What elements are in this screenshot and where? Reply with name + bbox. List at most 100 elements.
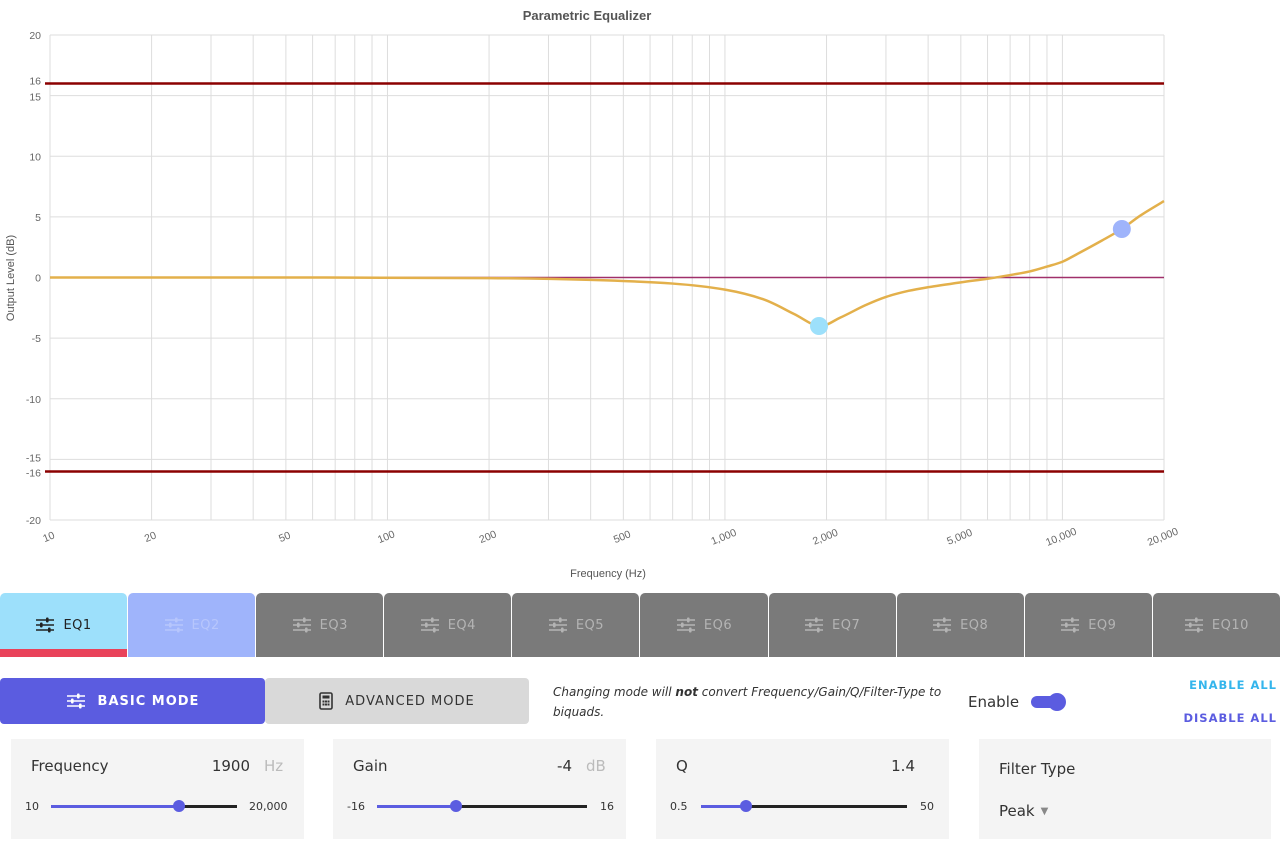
filter-type-value: Peak <box>999 802 1035 820</box>
x-tick-label: 10,000 <box>1044 526 1078 549</box>
tab-label: EQ4 <box>447 617 476 633</box>
y-tick-label: -20 <box>26 515 41 527</box>
basic-mode-button[interactable]: BASIC MODE <box>0 678 265 724</box>
x-axis-label: Frequency (Hz) <box>570 568 646 580</box>
y-tick-label: 5 <box>35 212 41 224</box>
frequency-unit: Hz <box>264 757 284 775</box>
y-tick-label: -16 <box>26 468 41 480</box>
y-tick-label: 0 <box>35 273 41 285</box>
y-axis-ticks: 20 16 15 10 5 0 -5 -10 -15 -16 -20 <box>26 30 41 527</box>
gain-value: -4 <box>557 757 572 775</box>
frequency-slider[interactable] <box>51 800 237 812</box>
x-tick-label: 20 <box>143 529 158 545</box>
sliders-icon <box>292 617 312 633</box>
y-tick-label: 10 <box>29 151 41 163</box>
tab-eq1[interactable]: EQ1 <box>0 593 128 657</box>
q-card: Q 1.4 0.5 50 <box>656 739 949 839</box>
gain-label: Gain <box>353 757 388 775</box>
sliders-icon <box>164 617 184 633</box>
x-tick-label: 5,000 <box>945 527 974 548</box>
x-axis-ticks: 10 20 50 100 200 500 1,000 2,000 5,000 10,000 20,0… <box>41 526 1180 549</box>
tab-label: EQ3 <box>319 617 348 633</box>
sliders-icon <box>1184 617 1204 633</box>
x-tick-label: 2,000 <box>811 527 840 548</box>
tab-eq7[interactable]: EQ7 <box>768 593 896 657</box>
gain-min: -16 <box>347 800 365 813</box>
tab-eq10[interactable]: EQ10 <box>1152 593 1280 657</box>
y-axis-label: Output Level (dB) <box>5 235 17 321</box>
x-tick-label: 100 <box>376 528 397 546</box>
frequency-max: 20,000 <box>249 800 288 813</box>
sliders-icon <box>35 617 55 633</box>
eq-handle-eq1[interactable] <box>810 317 829 335</box>
tab-eq2[interactable]: EQ2 <box>128 593 256 657</box>
active-tab-indicator <box>0 649 128 657</box>
x-tick-label: 50 <box>277 529 292 545</box>
sliders-icon <box>66 693 86 709</box>
frequency-value: 1900 <box>211 757 250 775</box>
mode-note: Changing mode will not convert Frequency… <box>553 685 942 719</box>
tab-label: EQ1 <box>63 617 92 633</box>
tab-label: EQ7 <box>832 617 861 633</box>
calculator-icon <box>319 692 334 710</box>
disable-all-link[interactable]: DISABLE ALL <box>1183 711 1277 725</box>
filter-type-label: Filter Type <box>999 760 1076 778</box>
response-curve <box>49 200 1165 328</box>
gain-slider[interactable] <box>377 800 587 812</box>
tab-eq5[interactable]: EQ5 <box>512 593 640 657</box>
x-tick-label: 1,000 <box>709 527 738 548</box>
gain-max: 16 <box>600 800 614 813</box>
tab-label: EQ2 <box>191 617 220 633</box>
eq-handle-eq2[interactable] <box>1112 220 1131 238</box>
response-curves <box>49 200 1165 328</box>
gain-slider-thumb[interactable] <box>449 800 462 812</box>
tab-eq9[interactable]: EQ9 <box>1024 593 1152 657</box>
x-tick-label: 10 <box>41 529 56 545</box>
x-tick-label: 200 <box>478 528 499 546</box>
sliders-icon <box>1060 617 1080 633</box>
sliders-icon <box>804 617 824 633</box>
tab-label: EQ6 <box>703 617 733 633</box>
y-tick-label: -10 <box>26 394 41 406</box>
frequency-card: Frequency 1900 Hz 10 20,000 <box>11 739 304 839</box>
y-tick-label: 16 <box>29 76 41 88</box>
sliders-icon <box>420 617 440 633</box>
y-tick-label: -5 <box>32 333 41 345</box>
eq-chart[interactable]: Parametric Equalizer 2016151050-5-10-15-… <box>0 0 1280 590</box>
sliders-icon <box>676 617 696 633</box>
filter-type-card: Filter Type Peak ▼ <box>979 739 1271 839</box>
enable-toggle[interactable] <box>1031 693 1066 711</box>
q-slider-thumb[interactable] <box>739 800 752 812</box>
tab-label: EQ5 <box>575 617 605 633</box>
y-tick-label: 15 <box>29 92 41 104</box>
tab-eq8[interactable]: EQ8 <box>896 593 1024 657</box>
filter-type-select[interactable]: Peak ▼ <box>999 802 1048 820</box>
q-label: Q <box>676 757 688 775</box>
advanced-mode-label: ADVANCED MODE <box>345 693 475 709</box>
q-min: 0.5 <box>670 800 688 813</box>
gain-card: Gain -4 dB -16 16 <box>333 739 626 839</box>
caret-down-icon: ▼ <box>1040 806 1049 817</box>
q-slider[interactable] <box>701 800 907 812</box>
tab-label: EQ8 <box>960 617 989 633</box>
tab-eq3[interactable]: EQ3 <box>256 593 384 657</box>
tab-label: EQ9 <box>1088 617 1117 633</box>
frequency-slider-thumb[interactable] <box>172 800 185 812</box>
enable-label: Enable <box>968 693 1020 711</box>
sliders-icon <box>932 617 952 633</box>
enable-all-link[interactable]: ENABLE ALL <box>1189 678 1277 692</box>
sliders-icon <box>548 617 568 633</box>
frequency-label: Frequency <box>31 757 109 775</box>
eq-tabs: EQ1 EQ2 EQ3 EQ4 EQ5 EQ6 EQ7 EQ8 EQ9 EQ10 <box>0 593 1280 658</box>
frequency-min: 10 <box>25 800 39 813</box>
q-max: 50 <box>920 800 934 813</box>
tab-eq6[interactable]: EQ6 <box>640 593 768 657</box>
y-tick-label: 20 <box>29 30 41 42</box>
x-tick-label: 20,000 <box>1146 526 1180 549</box>
chart-title: Parametric Equalizer <box>523 8 652 23</box>
x-tick-label: 500 <box>612 528 633 546</box>
advanced-mode-button[interactable]: ADVANCED MODE <box>265 678 529 724</box>
tab-eq4[interactable]: EQ4 <box>384 593 512 657</box>
basic-mode-label: BASIC MODE <box>97 693 200 709</box>
y-tick-label: -15 <box>26 452 41 464</box>
